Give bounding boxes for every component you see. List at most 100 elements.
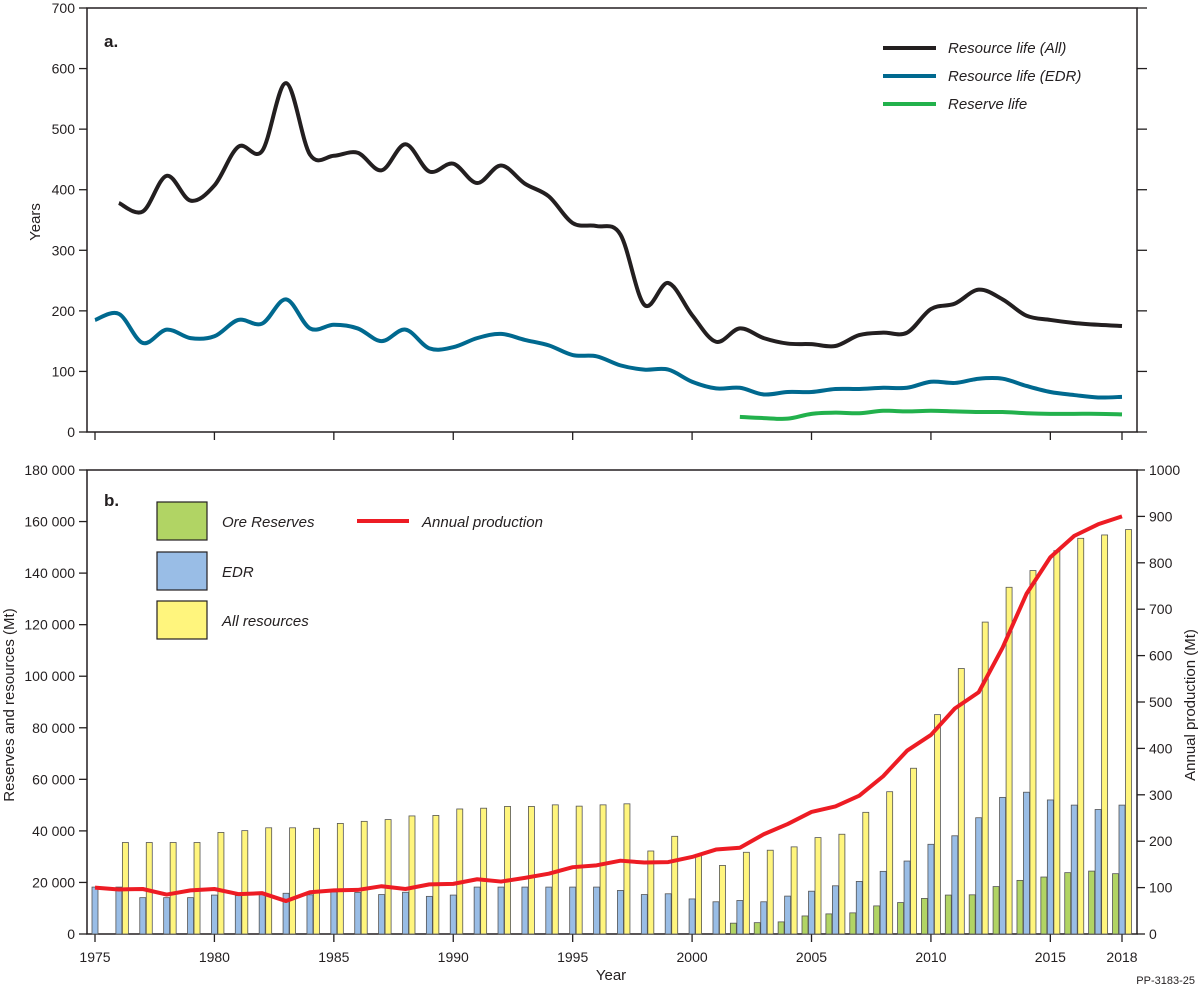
bar-all-resources xyxy=(1101,534,1109,935)
bar-edr xyxy=(1046,799,1054,935)
legend-label-edr: EDR xyxy=(222,564,254,581)
line-annual-production xyxy=(94,514,1123,904)
bar-edr xyxy=(282,892,290,935)
bar-all-resources xyxy=(1005,586,1013,935)
bar-all-resources xyxy=(575,805,583,935)
bar-ore-reserves xyxy=(1016,879,1024,935)
panel-b-left-tick-label: 100 000 xyxy=(24,668,75,684)
x-tick-label: 1990 xyxy=(438,949,469,965)
bar-ore-reserves xyxy=(801,915,809,935)
bar-edr xyxy=(163,897,171,935)
bar-all-resources xyxy=(480,807,488,935)
bar-all-resources xyxy=(671,835,679,935)
bar-edr xyxy=(569,886,577,935)
panel-b-right-tick-label: 900 xyxy=(1149,508,1173,524)
panel-b-left-tick-label: 80 000 xyxy=(32,720,75,736)
panel-b-left-tick-label: 60 000 xyxy=(32,771,75,787)
bar-edr xyxy=(831,885,839,935)
panel-b-right-tick-label: 500 xyxy=(1149,694,1173,710)
figure-id: PP-3183-25 xyxy=(1136,975,1195,987)
panel-a-y-tick-label: 100 xyxy=(52,363,76,379)
bar-edr xyxy=(330,891,338,935)
panel-a-y-tick-label: 600 xyxy=(52,61,76,77)
bar-edr xyxy=(999,796,1006,935)
bar-edr xyxy=(378,894,386,935)
bar-edr xyxy=(425,895,433,935)
line-reserve-life xyxy=(739,408,1123,421)
legend-label-reserve-life: Reserve life xyxy=(948,96,1027,113)
panel-b-left-tick-label: 0 xyxy=(67,926,75,942)
bar-edr xyxy=(187,897,194,935)
panel-b-left-tick-label: 140 000 xyxy=(24,565,75,581)
panel-a-y-tick-label: 400 xyxy=(52,182,76,198)
bar-ore-reserves xyxy=(873,905,881,935)
bar-all-resources xyxy=(456,808,464,935)
bar-ore-reserves xyxy=(1112,873,1119,935)
bar-all-resources xyxy=(408,815,416,935)
bar-all-resources xyxy=(217,832,225,935)
panel-b-right-tick-label: 300 xyxy=(1149,787,1173,803)
bar-ore-reserves xyxy=(897,902,904,935)
bar-edr xyxy=(139,897,147,935)
bar-edr xyxy=(449,894,457,935)
bar-ore-reserves xyxy=(1040,876,1048,935)
bar-all-resources xyxy=(623,803,631,935)
legend-panel-b: Ore Reserves EDR All resources Annual pr… xyxy=(156,501,543,640)
x-tick-label: 2015 xyxy=(1035,949,1066,965)
bar-ore-reserves xyxy=(921,898,928,935)
bar-all-resources xyxy=(289,827,296,935)
bar-all-resources xyxy=(1077,537,1085,935)
bar-all-resources xyxy=(957,668,965,935)
line-resource-life-edr xyxy=(94,297,1123,400)
bar-edr xyxy=(1094,809,1102,935)
bar-all-resources xyxy=(1053,550,1061,935)
bar-edr xyxy=(497,886,505,935)
bar-edr xyxy=(855,881,863,935)
bar-edr xyxy=(784,895,792,935)
x-tick-label: 2010 xyxy=(915,949,946,965)
bar-all-resources xyxy=(910,767,917,935)
bar-edr xyxy=(115,886,123,935)
panel-a-y-axis-title: Years xyxy=(27,203,44,241)
bar-all-resources xyxy=(1029,570,1037,935)
bar-edr xyxy=(1070,804,1078,935)
panel-b-left-tick-label: 120 000 xyxy=(24,617,75,633)
panel-b-left-tick-label: 180 000 xyxy=(24,462,75,478)
bar-all-resources xyxy=(241,830,249,935)
bar-edr xyxy=(808,890,815,935)
bar-all-resources xyxy=(862,811,870,935)
bar-edr xyxy=(234,895,242,935)
bar-ore-reserves xyxy=(944,894,952,935)
bar-edr xyxy=(688,898,696,935)
bar-all-resources xyxy=(432,815,440,935)
legend-swatch-edr xyxy=(156,551,208,591)
panel-a-y-tick-label: 500 xyxy=(52,121,76,137)
bar-all-resources xyxy=(599,804,607,935)
panel-a-y-tick-label: 700 xyxy=(52,0,76,16)
bar-all-resources xyxy=(504,806,511,935)
bar-ore-reserves xyxy=(849,912,857,935)
x-tick-label: 1980 xyxy=(199,949,230,965)
bar-ore-reserves xyxy=(777,921,785,935)
bar-all-resources xyxy=(814,837,822,935)
bar-edr xyxy=(593,886,600,935)
bar-all-resources xyxy=(1125,529,1132,935)
bar-edr xyxy=(306,894,314,935)
bar-edr xyxy=(91,886,99,935)
panel-a-y-tick-label: 0 xyxy=(67,424,75,440)
bar-edr xyxy=(258,894,266,935)
bar-all-resources xyxy=(719,865,726,935)
bar-edr xyxy=(617,890,624,935)
bar-edr xyxy=(473,886,481,935)
bar-all-resources xyxy=(886,791,894,935)
bar-all-resources xyxy=(360,820,368,935)
panel-a-label: a. xyxy=(104,32,118,51)
panel-b-right-tick-label: 400 xyxy=(1149,740,1173,756)
panel-b-label: b. xyxy=(104,491,119,510)
panel-a-y-tick-label: 300 xyxy=(52,242,76,258)
line-resource-life-all xyxy=(117,81,1123,349)
bar-all-resources xyxy=(528,806,535,935)
bar-edr xyxy=(903,860,911,935)
